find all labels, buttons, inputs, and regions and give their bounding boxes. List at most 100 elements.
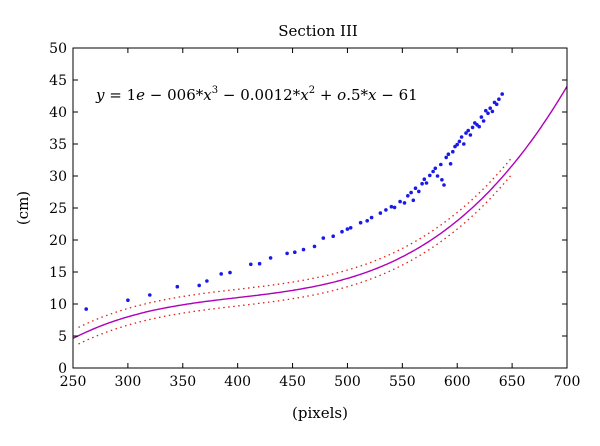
data-point	[249, 262, 253, 267]
y-tick-label: 30	[49, 169, 67, 185]
y-axis-title: (cm)	[14, 191, 32, 225]
plot-area	[73, 86, 567, 345]
data-point	[365, 219, 370, 223]
x-tick-label: 600	[444, 374, 471, 390]
x-tick-label: 500	[334, 374, 361, 390]
data-point	[468, 133, 473, 137]
data-point	[411, 198, 416, 203]
equation-part: − 0.0012*	[218, 86, 301, 104]
equation-part: y	[95, 86, 105, 104]
equation-part: +	[315, 86, 337, 104]
x-tick-label: 400	[224, 374, 251, 390]
data-point	[446, 152, 451, 156]
data-point	[451, 149, 455, 154]
data-point	[477, 124, 482, 129]
data-point	[459, 135, 464, 139]
chart-title: Section III	[278, 22, 358, 40]
data-point	[331, 234, 336, 238]
data-point	[406, 194, 410, 198]
data-point	[455, 142, 460, 147]
fit-equation: y = 1e − 006*x3 − 0.0012*x2 + o.5*x − 61	[95, 85, 418, 104]
equation-part: 2	[309, 85, 315, 96]
y-tick-label: 20	[49, 233, 67, 249]
data-point	[500, 92, 505, 96]
plot-frame	[72, 47, 568, 369]
data-point	[466, 128, 471, 133]
data-point	[268, 256, 273, 260]
data-point	[369, 215, 374, 220]
x-tick-label: 300	[115, 374, 142, 390]
data-point	[431, 169, 435, 174]
data-point	[384, 208, 388, 212]
data-point	[457, 139, 462, 144]
x-axis-title: (pixels)	[292, 404, 348, 422]
data-point	[424, 181, 429, 185]
data-point	[464, 131, 468, 135]
data-point	[301, 247, 306, 252]
data-point	[345, 227, 350, 231]
equation-part: .5*	[346, 86, 368, 104]
data-point	[389, 204, 394, 209]
y-tick-label: 10	[49, 297, 67, 313]
data-point	[285, 251, 289, 256]
y-tick-label: 15	[49, 265, 67, 281]
data-point	[84, 307, 88, 311]
data-point	[435, 174, 440, 178]
data-point	[420, 181, 424, 186]
data-point	[494, 102, 499, 107]
data-point	[378, 211, 383, 215]
y-tick-label: 25	[49, 201, 67, 217]
data-point	[205, 279, 209, 283]
data-point	[428, 173, 432, 178]
data-point	[442, 183, 446, 187]
data-point	[228, 270, 232, 275]
data-point	[312, 244, 317, 249]
data-point	[348, 226, 353, 230]
data-point	[219, 272, 223, 276]
data-point	[479, 115, 484, 119]
data-point	[126, 298, 130, 303]
equation-part: x	[300, 86, 309, 104]
data-point	[484, 108, 488, 113]
y-tick-label: 0	[58, 361, 67, 377]
data-point	[440, 178, 444, 182]
data-point	[490, 109, 495, 114]
equation-part: − 006*	[145, 86, 204, 104]
y-tick-label: 5	[58, 329, 67, 345]
y-tick-label: 40	[49, 105, 67, 121]
x-tick-label: 550	[389, 374, 416, 390]
lower-bound-line	[78, 174, 512, 345]
equation-part: o	[337, 86, 346, 104]
x-tick-label: 250	[60, 374, 87, 390]
x-tick-label: 650	[499, 374, 526, 390]
y-tick-label: 45	[49, 73, 67, 89]
data-point	[340, 229, 344, 234]
data-point	[402, 201, 407, 205]
data-point	[481, 119, 486, 123]
plot-clip-group	[73, 86, 567, 345]
fit-curve	[73, 86, 567, 340]
equation-part: x	[368, 86, 377, 104]
x-axis-ticks: 250 300 350 400 450 500 550 600 650 700	[60, 48, 580, 390]
data-point	[417, 189, 421, 194]
data-point	[497, 97, 501, 101]
data-point	[148, 293, 152, 297]
x-tick-label: 450	[279, 374, 306, 390]
data-point	[470, 125, 475, 130]
data-point	[462, 142, 466, 146]
data-point	[448, 162, 453, 166]
equation-part: x	[203, 86, 212, 104]
data-point	[398, 199, 402, 204]
y-tick-label: 50	[49, 41, 67, 57]
data-point	[392, 205, 397, 210]
data-point	[197, 283, 201, 288]
data-point	[358, 220, 363, 225]
data-point	[175, 284, 180, 289]
equation-part: e	[136, 86, 145, 104]
data-point	[257, 261, 262, 266]
data-point	[409, 190, 413, 195]
equation-part: 3	[212, 85, 218, 96]
data-point	[444, 155, 449, 160]
